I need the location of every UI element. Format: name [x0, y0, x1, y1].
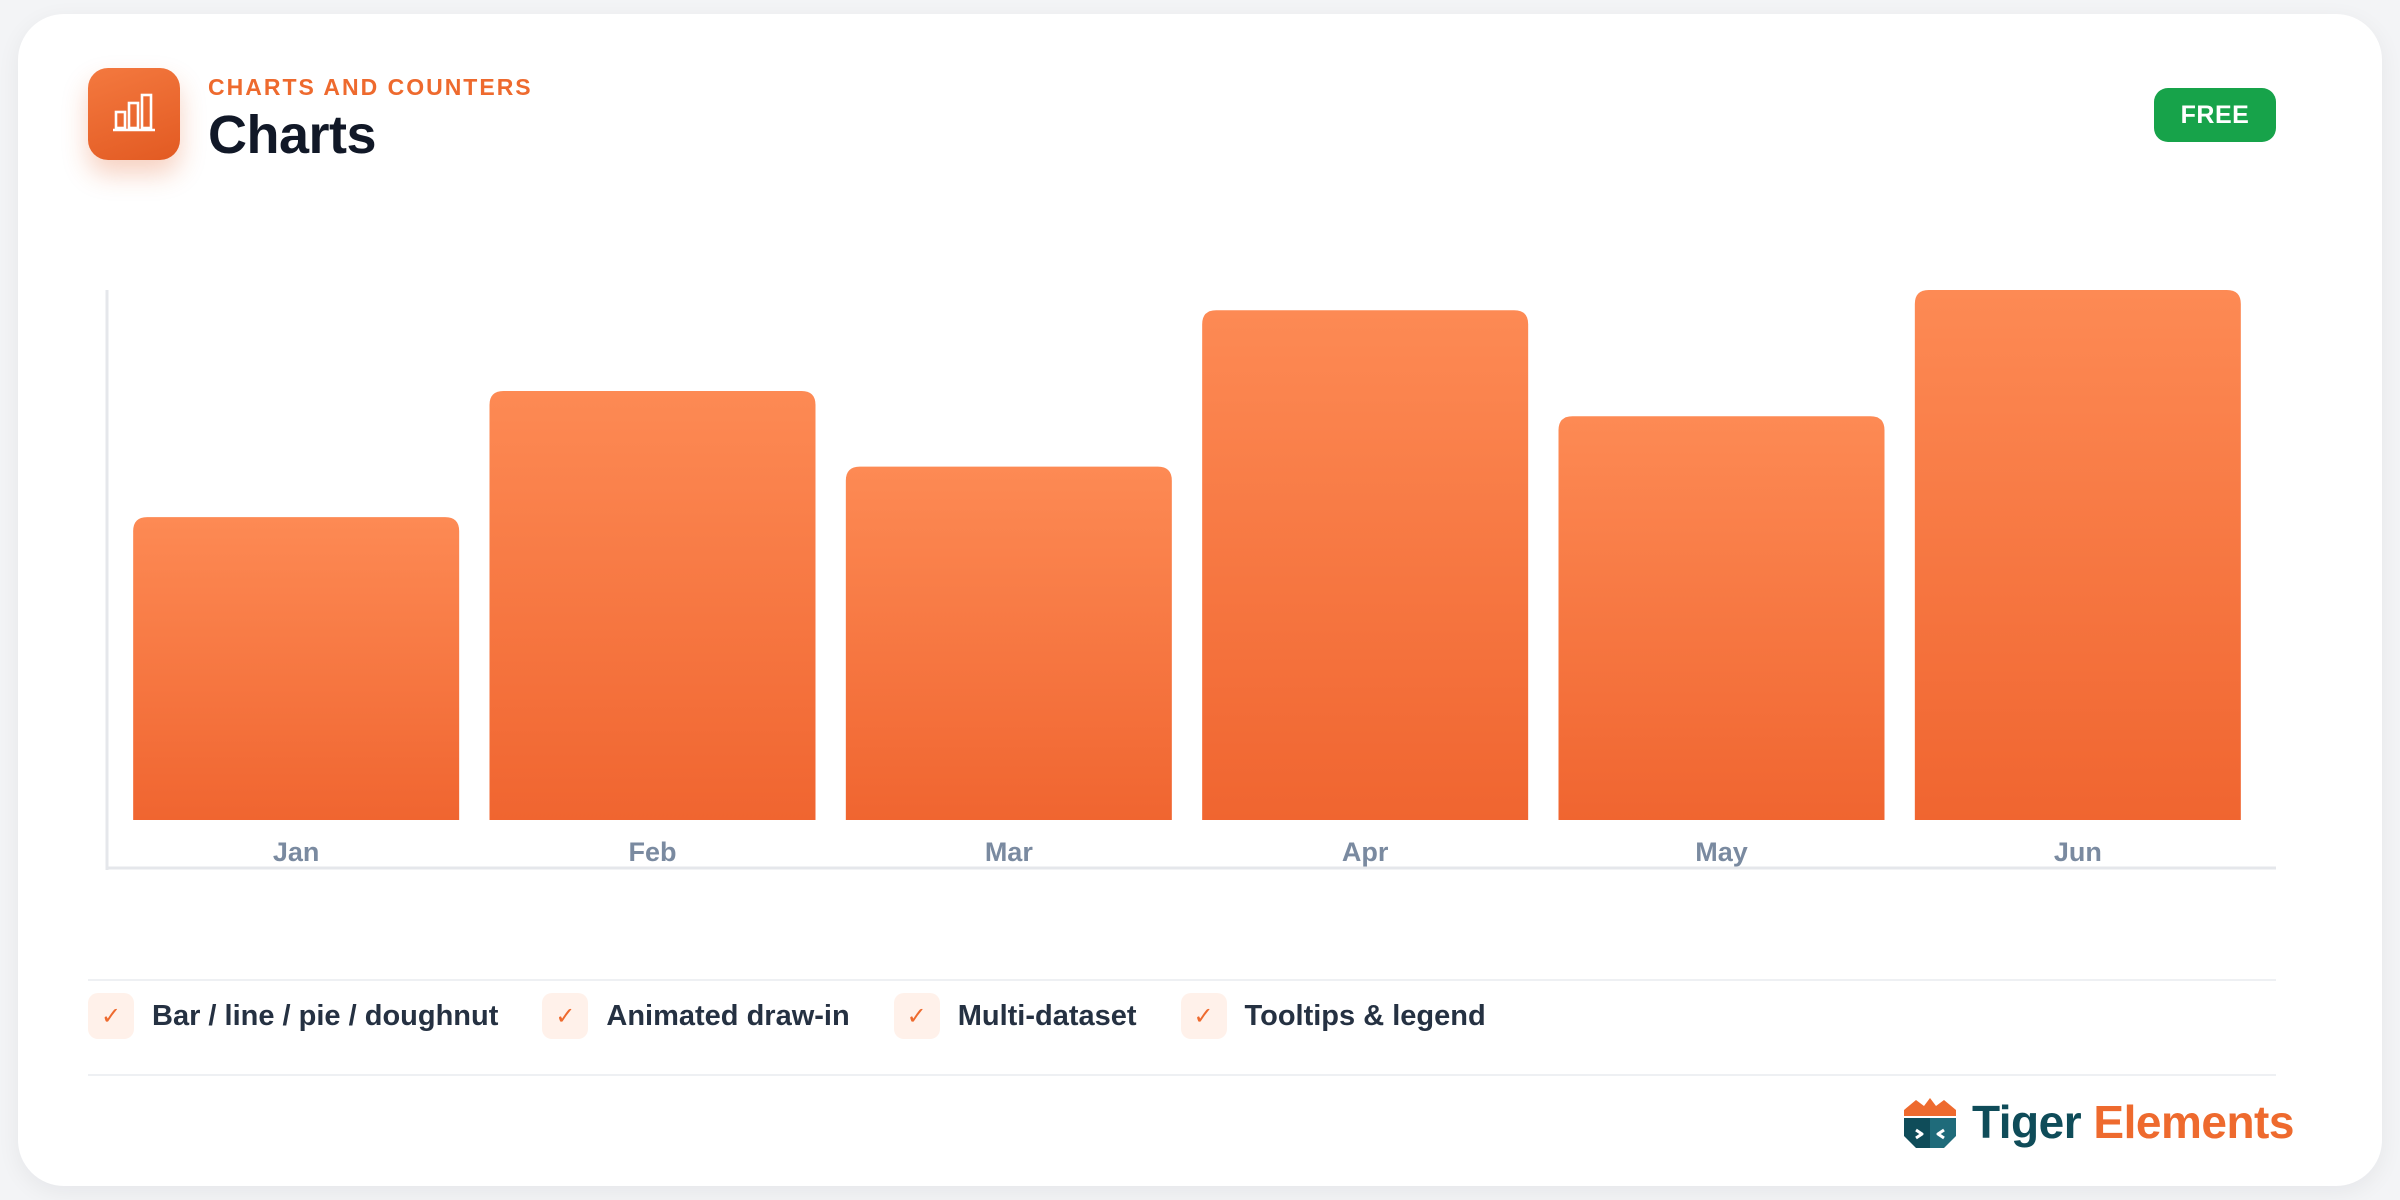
- feature-item: ✓ Tooltips & legend: [1180, 993, 1486, 1039]
- brand-name: Tiger Elements: [1972, 1095, 2294, 1149]
- x-tick-label: Feb: [628, 837, 676, 867]
- bar-chart-svg: Jan Feb Mar Apr May Jun: [105, 290, 2276, 870]
- page-title: Charts: [208, 105, 377, 165]
- x-tick-label: Jan: [273, 837, 320, 867]
- brand-name-part2: Elements: [2093, 1096, 2294, 1148]
- bar-may[interactable]: [1558, 416, 1885, 820]
- feature-item: ✓ Animated draw-in: [542, 993, 850, 1039]
- section-eyebrow: CHARTS AND COUNTERS: [208, 74, 533, 100]
- check-icon: ✓: [1180, 993, 1227, 1039]
- feature-label: Tooltips & legend: [1244, 999, 1486, 1032]
- feature-item: ✓ Bar / line / pie / doughnut: [88, 993, 498, 1039]
- check-icon: ✓: [542, 993, 589, 1039]
- bar-chart-icon: [88, 68, 180, 160]
- bar-mar[interactable]: [845, 466, 1172, 820]
- brand[interactable]: Tiger Elements: [1898, 1090, 2294, 1154]
- free-badge: FREE: [2154, 88, 2276, 142]
- x-tick-label: Jun: [2054, 837, 2102, 867]
- feature-item: ✓ Multi-dataset: [893, 993, 1137, 1039]
- x-tick-label: Apr: [1342, 837, 1389, 867]
- divider-bottom: [88, 1074, 2276, 1076]
- feature-label: Multi-dataset: [957, 999, 1137, 1032]
- bar-chart: Jan Feb Mar Apr May Jun: [88, 276, 2276, 870]
- bar-jan[interactable]: [133, 517, 460, 820]
- check-icon: ✓: [893, 993, 940, 1039]
- x-tick-label: May: [1695, 837, 1748, 867]
- feature-list: ✓ Bar / line / pie / doughnut ✓ Animated…: [88, 992, 1530, 1040]
- feature-label: Animated draw-in: [606, 999, 850, 1032]
- bar-jun[interactable]: [1914, 290, 2241, 820]
- bar-apr[interactable]: [1202, 310, 1529, 820]
- tiger-elements-logo: [1904, 1098, 1956, 1148]
- divider-top: [88, 979, 2276, 981]
- bar-feb[interactable]: [489, 390, 816, 820]
- check-icon: ✓: [88, 993, 134, 1039]
- x-tick-label: Mar: [985, 837, 1034, 867]
- brand-name-part1: Tiger: [1972, 1096, 2082, 1148]
- feature-label: Bar / line / pie / doughnut: [152, 999, 499, 1032]
